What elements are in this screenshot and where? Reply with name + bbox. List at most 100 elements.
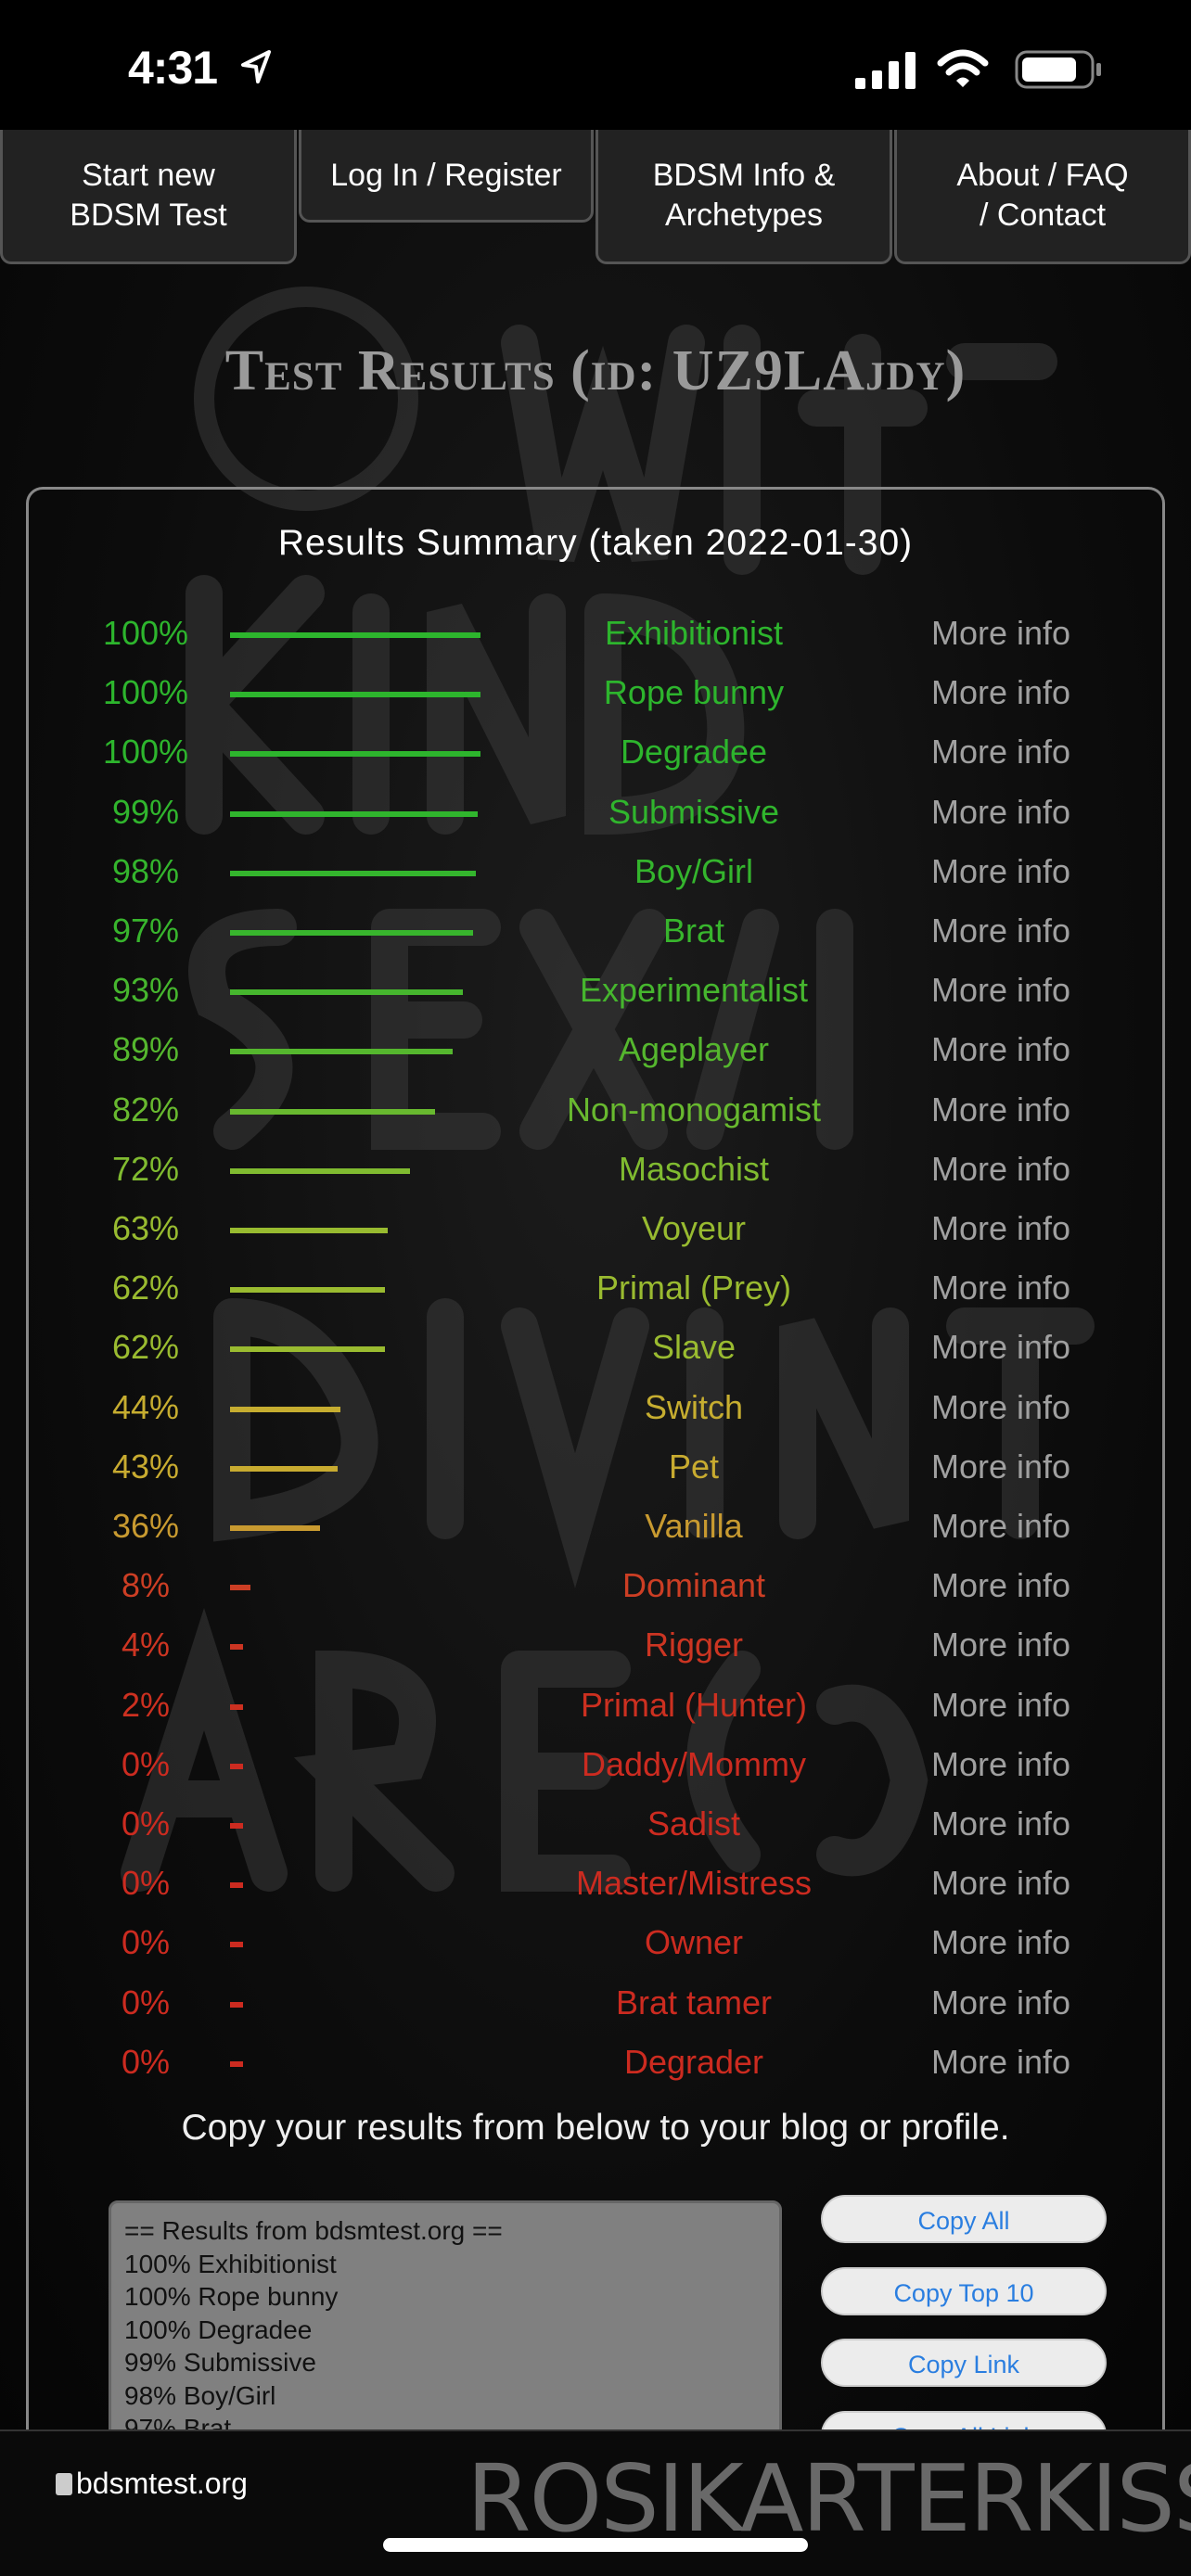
result-percent: 63% (111, 1209, 180, 1247)
result-label[interactable]: Brat (662, 912, 725, 950)
more-info-link[interactable]: More info (931, 1864, 1071, 1903)
result-row: 0% Owner More info (0, 1916, 1191, 1971)
result-percent: 4% (121, 1626, 171, 1664)
result-label[interactable]: Boy/Girl (634, 851, 754, 890)
more-info-link[interactable]: More info (931, 1923, 1071, 1962)
result-bar (230, 1465, 339, 1472)
more-info-link[interactable]: More info (931, 614, 1071, 652)
copy-link-button[interactable]: Copy Link (821, 2339, 1107, 2387)
result-label[interactable]: Rigger (644, 1626, 744, 1664)
result-row: 44% Switch More info (0, 1381, 1191, 1436)
result-label[interactable]: Degrader (623, 2042, 764, 2081)
result-bar (230, 1406, 340, 1412)
result-row: 36% Vanilla More info (0, 1499, 1191, 1555)
url-bar[interactable]: bdsmtest.org (56, 2467, 248, 2501)
more-info-link[interactable]: More info (931, 1090, 1071, 1129)
result-label[interactable]: Ageplayer (618, 1030, 770, 1069)
more-info-link[interactable]: More info (931, 1328, 1071, 1367)
result-label[interactable]: Primal (Prey) (596, 1269, 791, 1307)
more-info-link[interactable]: More info (931, 1626, 1071, 1664)
more-info-link[interactable]: More info (931, 912, 1071, 950)
result-bar (230, 1049, 454, 1055)
result-row: 0% Degrader More info (0, 2035, 1191, 2091)
result-bar (230, 1942, 243, 1948)
result-percent: 0% (121, 1744, 171, 1783)
more-info-link[interactable]: More info (931, 1804, 1071, 1843)
result-label[interactable]: Master/Mistress (575, 1864, 813, 1903)
result-label[interactable]: Pet (668, 1447, 720, 1486)
result-row: 0% Daddy/Mommy More info (0, 1738, 1191, 1793)
result-label[interactable]: Voyeur (641, 1209, 747, 1247)
result-bar (230, 1882, 243, 1889)
result-label[interactable]: Non-monogamist (566, 1090, 822, 1129)
result-label[interactable]: Sadist (647, 1804, 741, 1843)
login-register-button[interactable]: Log In / Register (299, 130, 594, 223)
more-info-link[interactable]: More info (931, 1030, 1071, 1069)
result-label[interactable]: Masochist (618, 1149, 770, 1188)
result-label[interactable]: Dominant (621, 1566, 766, 1605)
result-row: 2% Primal (Hunter) More info (0, 1678, 1191, 1734)
result-row: 62% Slave More info (0, 1320, 1191, 1376)
more-info-link[interactable]: More info (931, 1744, 1071, 1783)
result-label[interactable]: Slave (651, 1328, 736, 1367)
result-label[interactable]: Owner (644, 1923, 744, 1962)
result-bar (230, 1108, 436, 1115)
result-row: 8% Dominant More info (0, 1559, 1191, 1614)
home-indicator[interactable] (383, 2538, 808, 2552)
result-label[interactable]: Submissive (608, 792, 780, 831)
result-label[interactable]: Exhibitionist (604, 614, 784, 652)
results-textarea[interactable]: == Results from bdsmtest.org == 100% Exh… (109, 2200, 782, 2442)
result-percent: 97% (111, 912, 180, 950)
result-bar (230, 2060, 243, 2067)
result-label[interactable]: Rope bunny (603, 673, 785, 712)
about-faq-contact-button[interactable]: About / FAQ / Contact (894, 130, 1191, 264)
result-bar (230, 810, 479, 817)
more-info-link[interactable]: More info (931, 2042, 1071, 2081)
location-arrow-icon (241, 50, 271, 83)
result-label[interactable]: Experimentalist (579, 971, 809, 1010)
result-percent: 82% (111, 1090, 180, 1129)
result-label[interactable]: Daddy/Mommy (581, 1744, 807, 1783)
more-info-link[interactable]: More info (931, 673, 1071, 712)
result-percent: 98% (111, 851, 180, 890)
more-info-link[interactable]: More info (931, 1387, 1071, 1426)
result-percent: 0% (121, 1923, 171, 1962)
more-info-link[interactable]: More info (931, 1447, 1071, 1486)
copy-instructions: Copy your results from below to your blo… (181, 2108, 1010, 2148)
copy-top-10-button[interactable]: Copy Top 10 (821, 2267, 1107, 2315)
more-info-link[interactable]: More info (931, 1269, 1071, 1307)
lock-icon (56, 2473, 72, 2495)
result-label[interactable]: Primal (Hunter) (580, 1685, 808, 1724)
result-percent: 0% (121, 1804, 171, 1843)
result-percent: 100% (102, 614, 189, 652)
result-row: 97% Brat More info (0, 904, 1191, 960)
result-row: 93% Experimentalist More info (0, 963, 1191, 1019)
more-info-link[interactable]: More info (931, 851, 1071, 890)
result-label[interactable]: Switch (644, 1387, 744, 1426)
result-label[interactable]: Degradee (620, 733, 768, 772)
more-info-link[interactable]: More info (931, 792, 1071, 831)
result-bar (230, 1644, 243, 1651)
result-percent: 100% (102, 673, 189, 712)
more-info-link[interactable]: More info (931, 1566, 1071, 1605)
result-row: 98% Boy/Girl More info (0, 845, 1191, 900)
more-info-link[interactable]: More info (931, 1209, 1071, 1247)
start-new-test-button[interactable]: Start new BDSM Test (0, 130, 297, 264)
more-info-link[interactable]: More info (931, 1507, 1071, 1545)
result-percent: 43% (111, 1447, 180, 1486)
more-info-link[interactable]: More info (931, 1983, 1071, 2021)
more-info-link[interactable]: More info (931, 733, 1071, 772)
result-row: 100% Exhibitionist More info (0, 606, 1191, 662)
result-bar (230, 1585, 250, 1591)
more-info-link[interactable]: More info (931, 971, 1071, 1010)
result-label[interactable]: Brat tamer (615, 1983, 773, 2021)
result-label[interactable]: Vanilla (645, 1507, 743, 1545)
bdsm-info-archetypes-button[interactable]: BDSM Info & Archetypes (596, 130, 892, 264)
result-bar (230, 1228, 389, 1233)
copy-all-button[interactable]: Copy All (821, 2195, 1107, 2243)
result-percent: 62% (111, 1269, 180, 1307)
result-bar (230, 1763, 243, 1769)
more-info-link[interactable]: More info (931, 1149, 1071, 1188)
result-row: 99% Submissive More info (0, 785, 1191, 841)
more-info-link[interactable]: More info (931, 1685, 1071, 1724)
